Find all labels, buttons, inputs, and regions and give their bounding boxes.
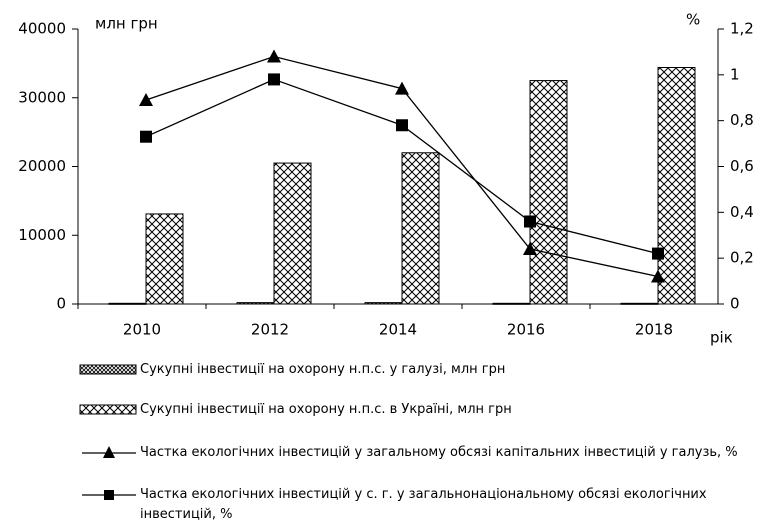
bar: [145, 213, 184, 305]
legend-label: Частка екологічних інвестицій у с. г. у …: [140, 487, 707, 522]
y2-tick-label: 1,2: [730, 20, 754, 38]
x-axis-label: рік: [710, 329, 733, 347]
y2-tick-label: 0,8: [730, 111, 754, 129]
legend-swatch: [79, 364, 137, 375]
y-axis-label: млн грн: [95, 15, 158, 33]
legend-label: Сукупні інвестиції на охорону н.п.с. у г…: [140, 362, 506, 377]
x-tick-label: 2016: [507, 321, 545, 339]
x-tick-label: 2012: [251, 321, 289, 339]
marker: [268, 73, 280, 86]
bar: [364, 302, 403, 305]
x-tick-label: 2014: [379, 321, 417, 339]
y2-tick-label: 1: [730, 65, 740, 83]
marker: [267, 49, 281, 63]
bar: [236, 302, 275, 305]
swatch: [79, 404, 137, 415]
legend-swatch: [82, 446, 136, 458]
y2-tick-label: 0,4: [730, 203, 754, 221]
legend-entry: Частка екологічних інвестицій у загально…: [82, 443, 760, 463]
bar: [529, 80, 568, 305]
y-tick-label: 20000: [18, 157, 66, 175]
marker: [395, 81, 409, 95]
y2-axis-label: %: [686, 11, 700, 29]
bar: [108, 302, 147, 305]
y-tick-label: 0: [56, 295, 66, 313]
x-tick-label: 2010: [123, 321, 161, 339]
legend-entry: Сукупні інвестиції на охорону н.п.с. в У…: [79, 400, 760, 420]
bar: [620, 302, 659, 305]
swatch: [79, 364, 137, 375]
bar: [657, 67, 696, 305]
legend-swatch: [79, 404, 137, 415]
y-tick-label: 40000: [18, 20, 66, 38]
legend-swatch: [82, 490, 136, 500]
swatch-marker: [103, 446, 115, 458]
legend-label: Частка екологічних інвестицій у загально…: [140, 445, 738, 460]
marker: [396, 119, 408, 132]
y2-tick-label: 0,2: [730, 249, 754, 267]
marker: [140, 130, 152, 143]
legend-entry: Частка екологічних інвестицій у с. г. у …: [82, 485, 760, 524]
bar: [273, 162, 312, 305]
legend-label: Сукупні інвестиції на охорону н.п.с. в У…: [140, 402, 512, 417]
bar: [401, 152, 440, 305]
y2-tick-label: 0: [730, 295, 740, 313]
swatch-marker: [104, 490, 114, 500]
marker: [139, 93, 153, 107]
bar: [492, 302, 531, 305]
marker: [651, 269, 665, 283]
y2-tick-label: 0,6: [730, 157, 754, 175]
x-tick-label: 2018: [635, 321, 673, 339]
y-tick-label: 30000: [18, 88, 66, 106]
marker: [523, 242, 537, 255]
marker: [524, 215, 536, 228]
y-tick-label: 10000: [18, 226, 66, 244]
legend-entry: Сукупні інвестиції на охорону н.п.с. у г…: [79, 360, 760, 380]
marker: [652, 247, 664, 260]
